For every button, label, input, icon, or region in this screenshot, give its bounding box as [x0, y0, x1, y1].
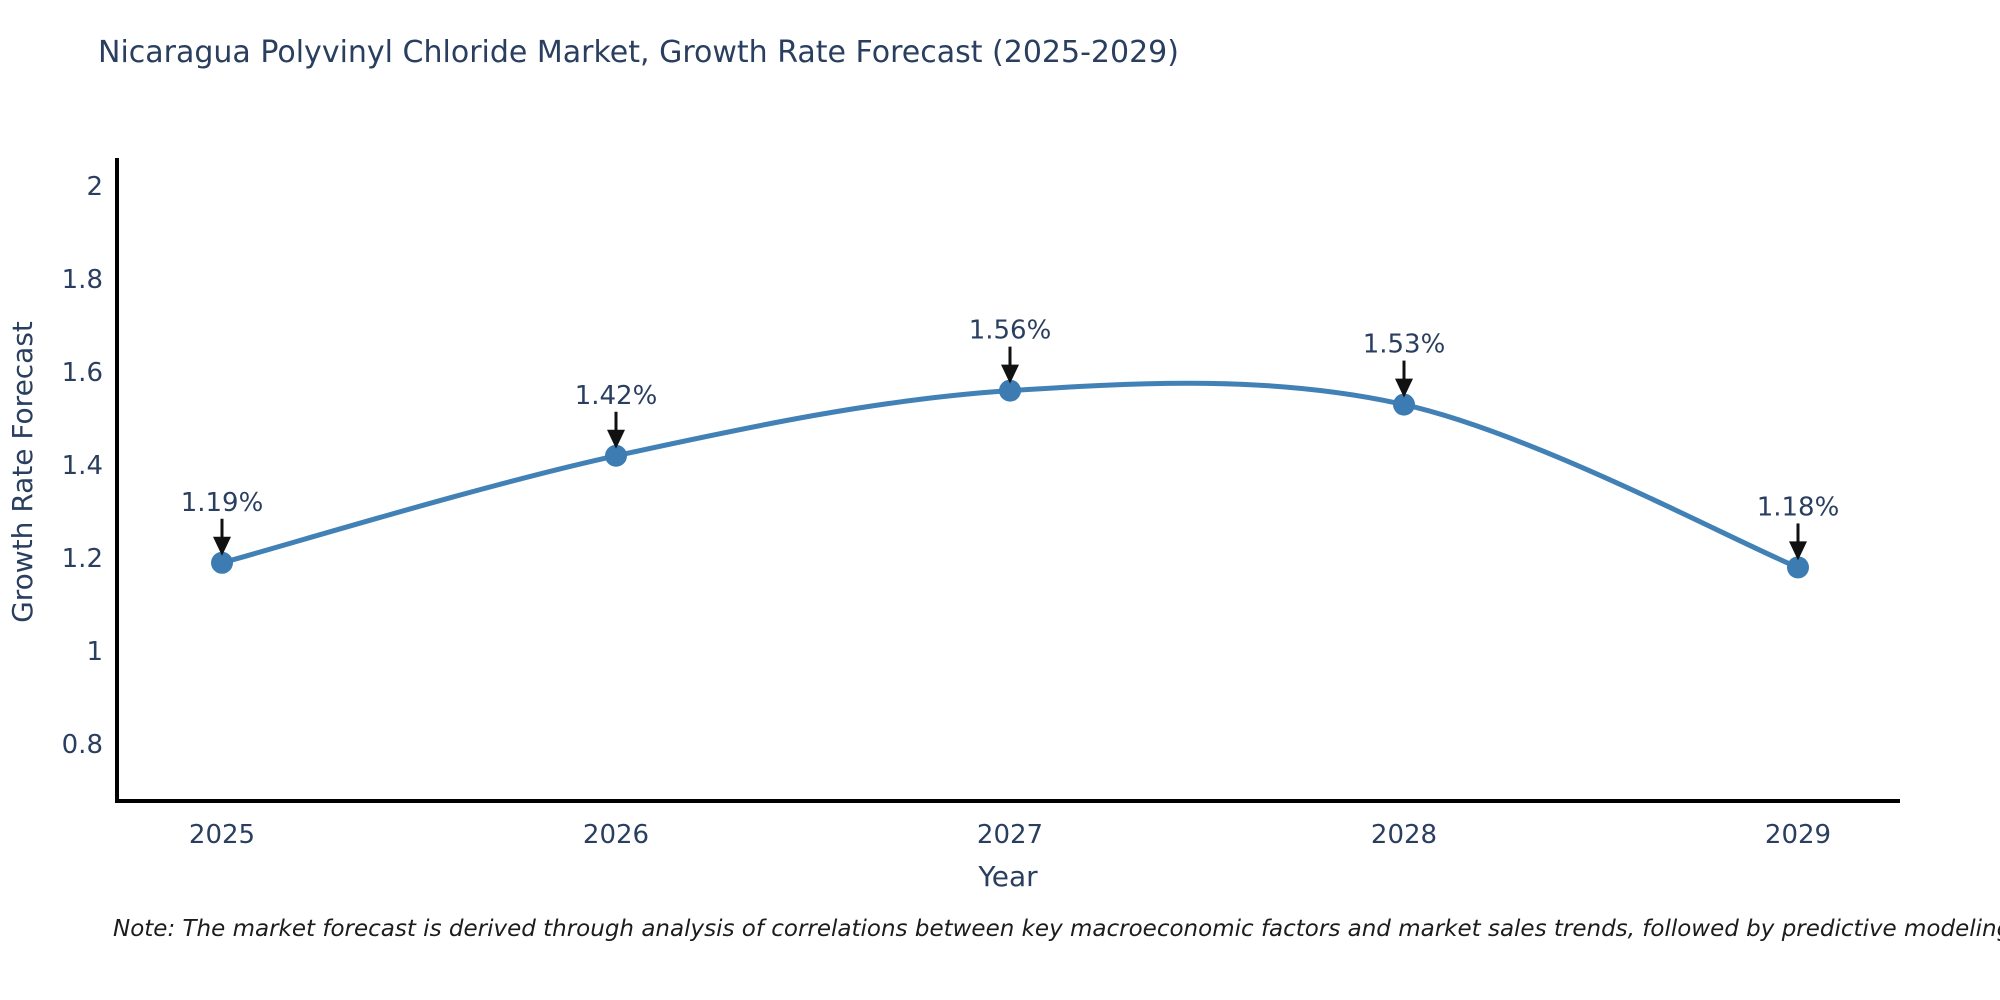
x-tick-label: 2025 [189, 820, 255, 850]
x-tick-label: 2028 [1371, 820, 1437, 850]
x-tick-label: 2029 [1765, 820, 1831, 850]
y-tick-label: 1 [86, 637, 103, 667]
annotation-arrow-head [607, 429, 625, 449]
data-point-value-label: 1.18% [1757, 492, 1840, 522]
y-tick-label: 1.2 [62, 544, 103, 574]
chart-footnote: Note: The market forecast is derived thr… [113, 916, 2000, 942]
y-tick-label: 1.6 [62, 358, 103, 388]
y-tick-label: 2 [86, 172, 103, 202]
chart-title: Nicaragua Polyvinyl Chloride Market, Gro… [98, 35, 1179, 70]
x-tick-label: 2026 [583, 820, 649, 850]
y-axis-title: Growth Rate Forecast [6, 321, 39, 623]
data-point-value-label: 1.53% [1363, 330, 1446, 360]
data-point-value-label: 1.42% [575, 381, 658, 411]
y-tick-label: 1.4 [62, 451, 103, 481]
data-point-value-label: 1.56% [969, 316, 1052, 346]
data-point-marker [211, 551, 233, 574]
data-point-marker [999, 379, 1021, 402]
data-point-marker [1393, 393, 1415, 416]
plot-area: 0.8 1 1.2 1.4 1.6 1.8 2 2025 2026 2027 2028 2029 1.1… [62, 158, 1900, 850]
forecast-spline-line [219, 380, 1801, 570]
y-tick-label: 0.8 [62, 730, 103, 760]
data-point-value-label: 1.19% [181, 488, 264, 518]
annotation-arrow-head [1001, 364, 1019, 384]
x-tick-label: 2027 [977, 820, 1043, 850]
y-tick-label: 1.8 [62, 265, 103, 295]
data-point-marker [1787, 556, 1809, 579]
data-point-marker [605, 444, 627, 467]
annotation-arrow-head [1395, 378, 1413, 398]
x-axis-title: Year [977, 860, 1038, 893]
annotation-arrow-head [1789, 541, 1807, 561]
annotation-arrow-head [213, 536, 231, 556]
